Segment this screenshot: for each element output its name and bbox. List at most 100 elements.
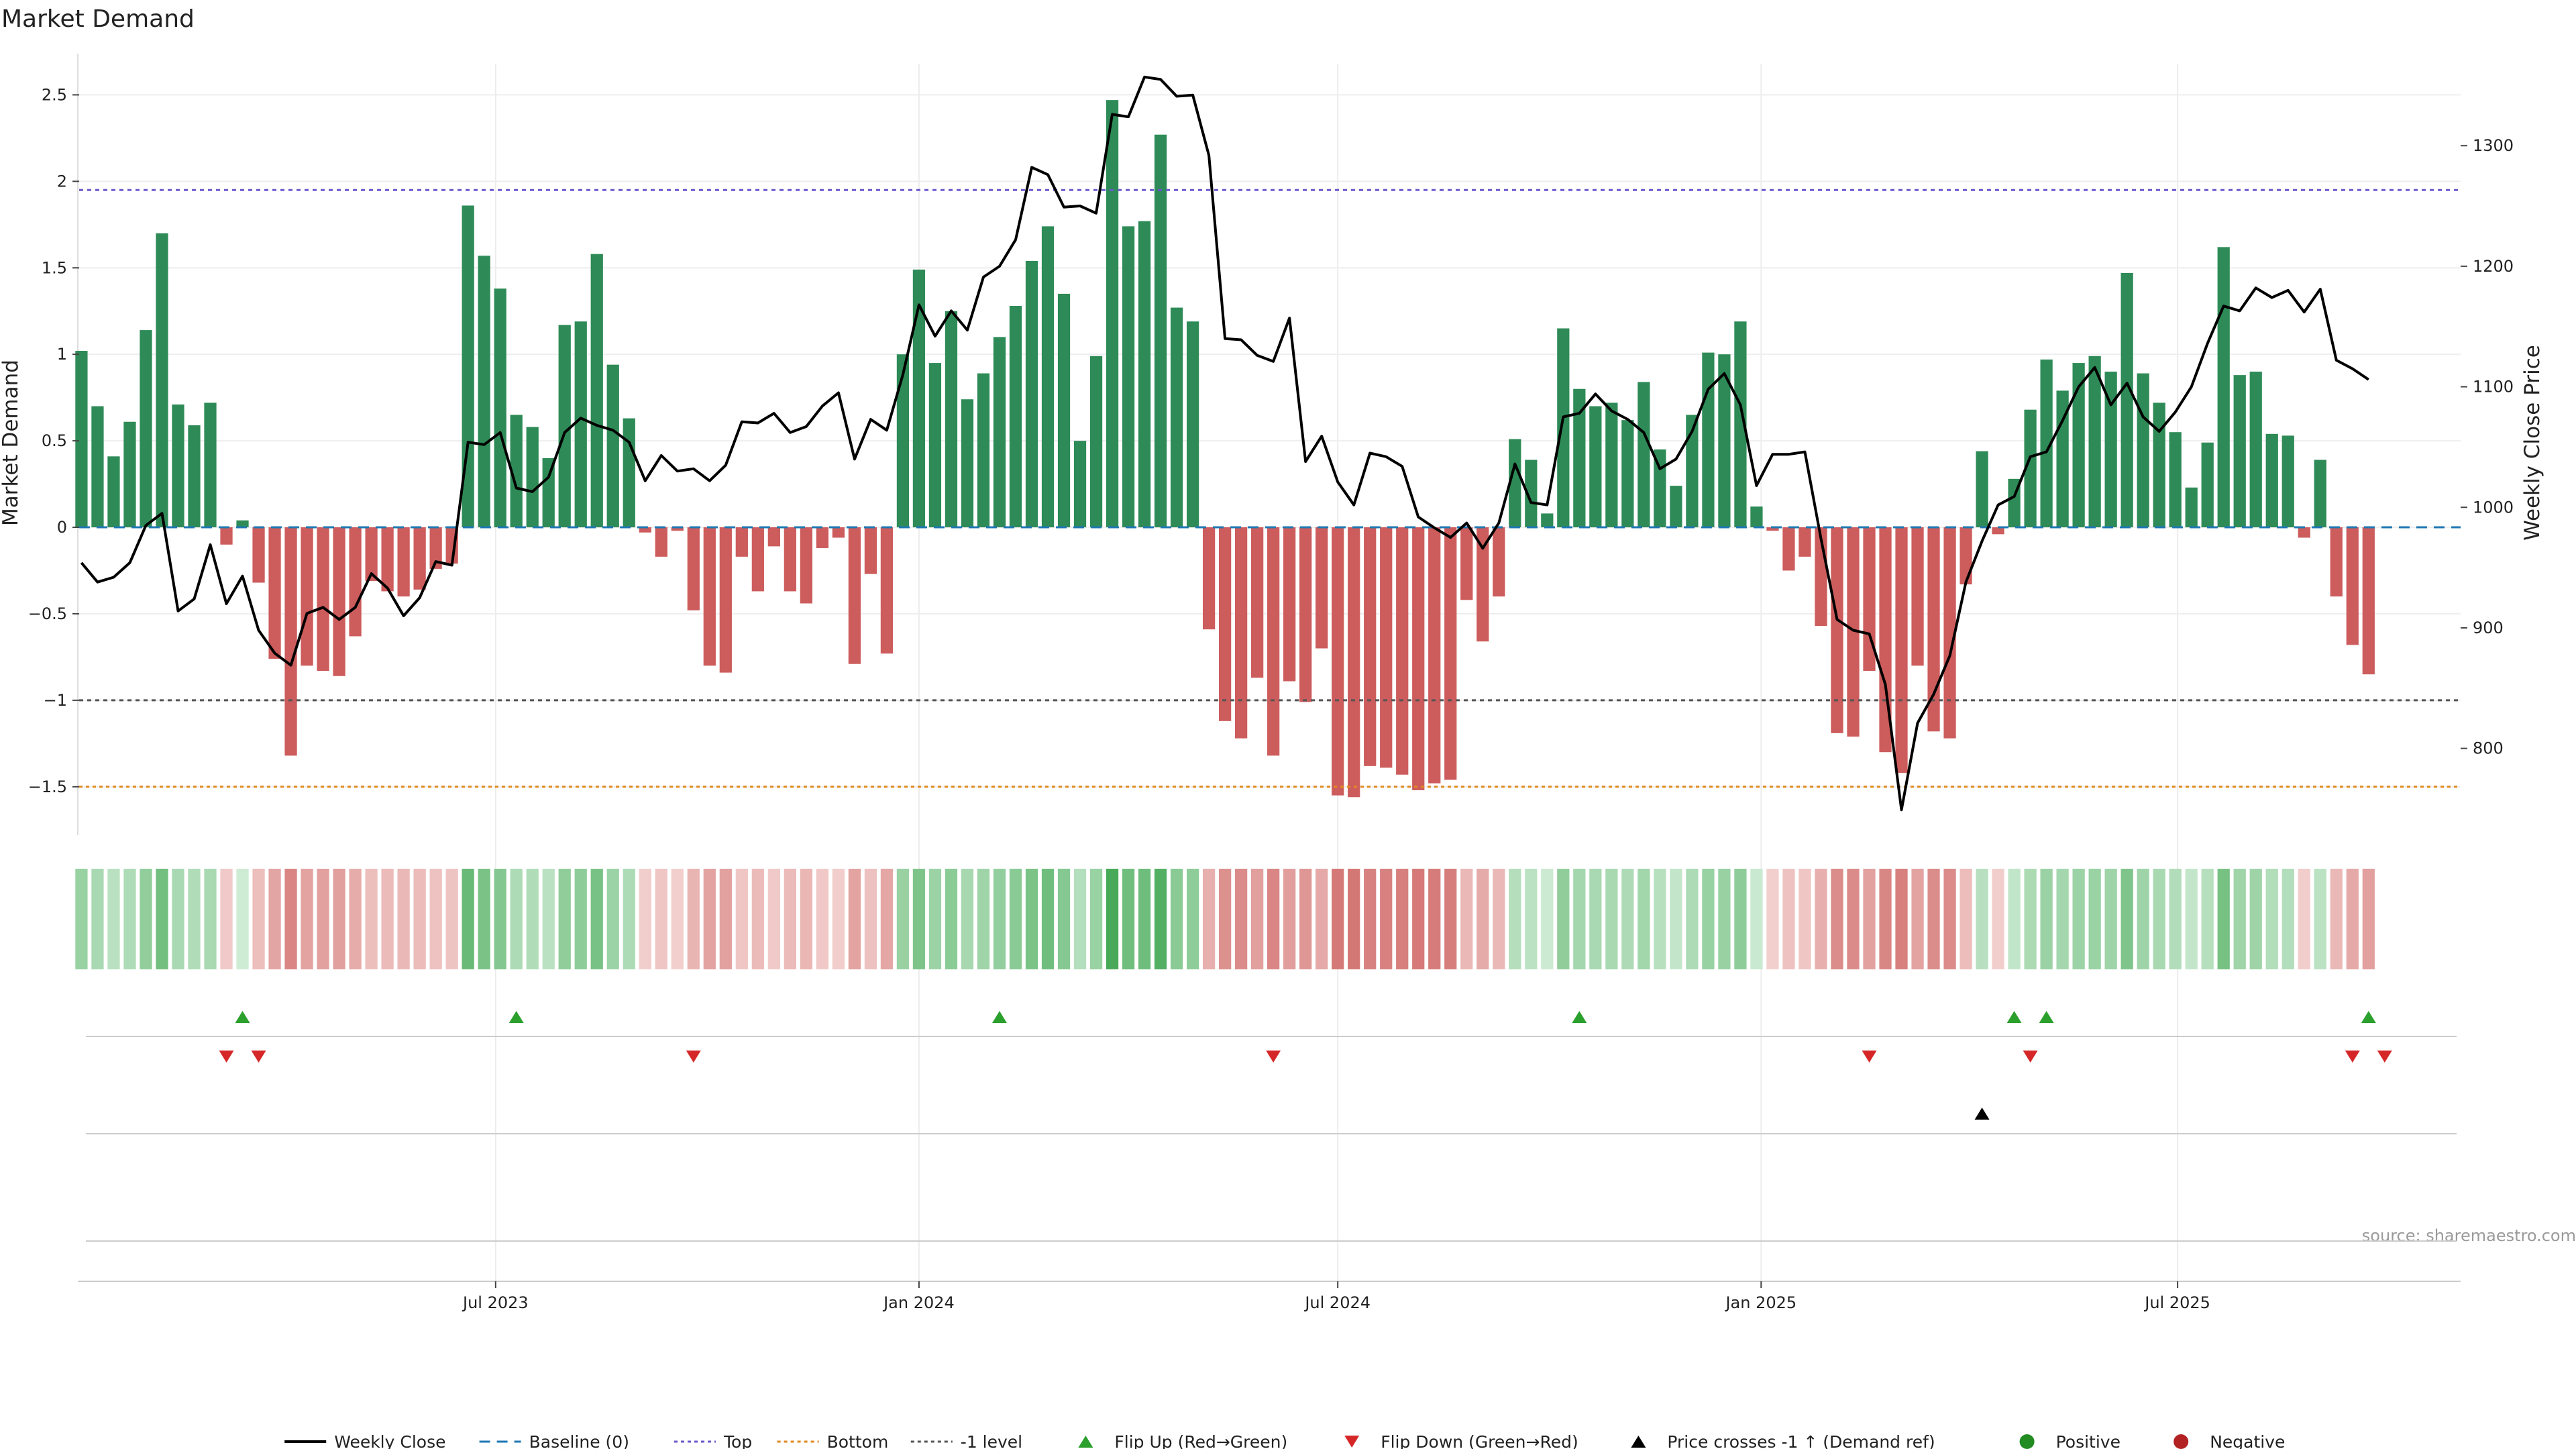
demand-bar xyxy=(1638,382,1650,528)
demand-bar xyxy=(1186,321,1199,528)
regime-cell xyxy=(156,869,168,969)
demand-bar xyxy=(1573,388,1586,528)
regime-cell xyxy=(1734,869,1747,969)
demand-bar xyxy=(832,527,845,538)
flip-down-marker xyxy=(2377,1051,2392,1063)
regime-cell xyxy=(2201,869,2214,969)
demand-bar xyxy=(590,254,603,528)
demand-bar xyxy=(494,288,506,528)
demand-bar xyxy=(945,311,958,528)
flip-up-marker xyxy=(1572,1011,1587,1023)
x-tick-label: Jul 2024 xyxy=(1303,1293,1371,1312)
regime-cell xyxy=(1654,869,1666,969)
regime-cell xyxy=(1283,869,1296,969)
regime-cell xyxy=(800,869,812,969)
demand-bar xyxy=(1686,415,1699,528)
demand-bar xyxy=(2072,363,2085,528)
regime-cell xyxy=(655,869,667,969)
regime-cell xyxy=(1170,869,1183,969)
demand-bar xyxy=(880,527,894,654)
demand-bar xyxy=(735,527,748,557)
demand-bar xyxy=(1750,506,1763,528)
demand-bar xyxy=(1911,527,1924,666)
flip-down-marker xyxy=(1862,1051,1877,1063)
regime-cell xyxy=(1251,869,1264,969)
demand-bar xyxy=(1670,486,1682,528)
demand-bar xyxy=(2330,527,2343,597)
demand-bar xyxy=(1557,328,1570,528)
demand-bar xyxy=(1879,527,1892,753)
regime-cell xyxy=(1089,869,1103,969)
regime-cell xyxy=(1911,869,1924,969)
regime-cell xyxy=(75,869,88,969)
regime-cell xyxy=(639,869,651,969)
demand-bar xyxy=(1316,527,1328,649)
price-cross-marker xyxy=(1974,1108,1990,1120)
regime-cell xyxy=(1605,869,1618,969)
demand-bar xyxy=(751,527,764,592)
demand-bar xyxy=(1525,460,1538,528)
x-axis-ticks: Jul 2023 Jan 2024 Jul 2024 Jan 2025 Jul 2025 xyxy=(462,1281,2210,1312)
demand-bar xyxy=(2314,460,2326,528)
regime-cell xyxy=(107,869,120,969)
demand-bar xyxy=(107,456,120,528)
regime-cell xyxy=(784,869,796,969)
regime-cell xyxy=(1154,869,1167,969)
demand-bar xyxy=(188,425,201,528)
demand-bar xyxy=(91,406,104,528)
demand-bar xyxy=(1766,527,1779,531)
regime-cell xyxy=(1782,869,1795,969)
demand-bar xyxy=(1718,354,1731,528)
regime-cell xyxy=(1670,869,1682,969)
regime-cell xyxy=(767,869,780,969)
regime-cell xyxy=(2282,869,2294,969)
legend-label: Negative xyxy=(2210,1432,2285,1449)
flip-down-marker xyxy=(2023,1051,2038,1063)
regime-cell xyxy=(993,869,1006,969)
y-tick-label: 0.5 xyxy=(42,431,67,450)
demand-bar xyxy=(123,421,136,528)
legend-label: Bottom xyxy=(827,1432,889,1449)
demand-bar xyxy=(365,527,378,581)
demand-bar xyxy=(1992,527,2004,535)
regime-cell xyxy=(2072,869,2085,969)
regime-cell xyxy=(301,869,313,969)
regime-cell xyxy=(1444,869,1457,969)
demand-bar xyxy=(623,418,635,528)
regime-cell xyxy=(912,869,926,969)
demand-bar xyxy=(333,527,345,676)
regime-cell xyxy=(606,869,619,969)
y-tick-label: 0 xyxy=(57,518,67,537)
regime-cell xyxy=(1927,869,1940,969)
regime-cell xyxy=(880,869,894,969)
regime-cell xyxy=(623,869,635,969)
demand-bar xyxy=(1589,406,1602,528)
demand-bar xyxy=(1799,527,1811,557)
legend-symbol xyxy=(2174,1434,2189,1449)
demand-bar xyxy=(204,402,217,528)
demand-bar xyxy=(2121,272,2133,528)
regime-cell xyxy=(2121,869,2133,969)
demand-bar xyxy=(1299,527,1312,702)
regime-cell xyxy=(2330,869,2343,969)
demand-bar xyxy=(1943,527,1956,739)
regime-cell xyxy=(478,869,490,969)
regime-cell xyxy=(1992,869,2004,969)
regime-cell xyxy=(510,869,523,969)
legend-label: Flip Down (Green→Red) xyxy=(1381,1432,1578,1449)
regime-cell xyxy=(1960,869,1972,969)
regime-cell xyxy=(2024,869,2037,969)
demand-bar xyxy=(2282,435,2294,528)
demand-bar xyxy=(268,527,281,659)
regime-cell xyxy=(1202,869,1216,969)
regime-cell xyxy=(172,869,184,969)
regime-cell xyxy=(268,869,281,969)
regime-cell xyxy=(1831,869,1843,969)
regime-cell xyxy=(945,869,958,969)
demand-bar xyxy=(2104,371,2117,528)
demand-bar xyxy=(977,373,990,528)
demand-bar xyxy=(301,527,313,666)
regime-cell xyxy=(1541,869,1554,969)
demand-bar xyxy=(848,527,861,664)
demand-bar xyxy=(510,415,523,528)
